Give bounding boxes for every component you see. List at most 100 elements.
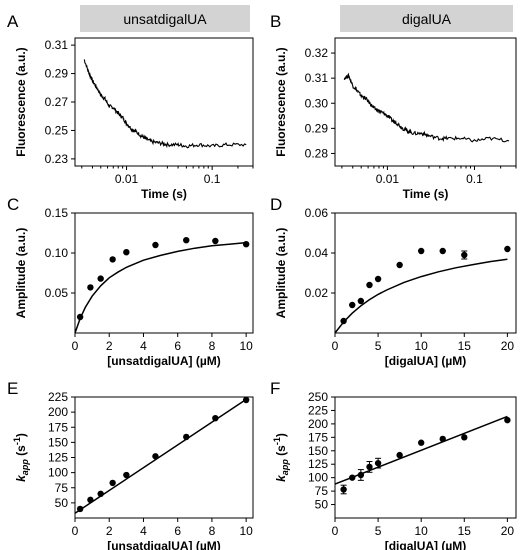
- data-point: [109, 256, 116, 263]
- data-point: [340, 317, 347, 325]
- x-axis-label: [digalUA] (µM): [385, 354, 467, 368]
- x-axis-label: Time (s): [141, 187, 187, 201]
- x-tick-label: 0: [332, 524, 339, 538]
- data-point: [183, 433, 190, 441]
- data-point: [109, 479, 116, 487]
- data-point: [242, 241, 250, 248]
- fit-curve: [334, 415, 508, 485]
- y-tick-label: 0.28: [305, 146, 329, 160]
- panel-label-d: D: [270, 195, 282, 214]
- y-tick-label: 0.04: [305, 246, 329, 260]
- plot-frame: [334, 37, 517, 167]
- y-tick-label: 100: [308, 471, 328, 485]
- strip-title: unsatdigalUA: [123, 11, 207, 27]
- strip-header-b: [340, 5, 513, 32]
- panel-label-b: B: [270, 12, 281, 31]
- panel-label-c: C: [7, 195, 19, 214]
- y-tick-label: 250: [308, 390, 328, 404]
- y-tick-label: 175: [308, 430, 328, 444]
- y-axis-label: Fluorescence (a.u.): [14, 47, 28, 156]
- y-tick-label: 0.15: [45, 206, 69, 220]
- plot-frame: [74, 396, 254, 519]
- x-tick-label: 5: [375, 339, 382, 353]
- y-tick-label: 150: [308, 444, 328, 458]
- strip-title: digalUA: [402, 11, 452, 27]
- y-axis-label: kapp (s-1): [272, 433, 290, 482]
- data-point: [212, 414, 219, 422]
- x-tick-label: 20: [501, 524, 515, 538]
- x-axis-label: [unsatdigalUA] (µM): [107, 354, 221, 368]
- panel-label-a: A: [7, 12, 19, 31]
- y-axis-label-k: k: [14, 474, 28, 482]
- y-tick-label: 50: [315, 498, 329, 512]
- x-tick-label: 0.1: [466, 172, 483, 186]
- y-tick-label: 125: [48, 451, 68, 465]
- x-tick-label: 15: [458, 339, 472, 353]
- x-tick-label: 8: [209, 524, 216, 538]
- data-point: [396, 261, 403, 269]
- y-tick-label: 125: [308, 457, 328, 471]
- y-axis-label-sup: -1: [12, 437, 22, 445]
- data-point: [152, 453, 159, 460]
- plot-frame: [334, 212, 517, 334]
- y-tick-label: 75: [55, 481, 69, 495]
- data-point: [417, 439, 425, 446]
- y-tick-label: 0.10: [45, 246, 69, 260]
- data-point: [152, 241, 159, 249]
- x-tick-label: 0.1: [204, 172, 221, 186]
- y-axis-label-sub: app: [20, 459, 30, 476]
- y-axis-label-close: ): [274, 433, 288, 437]
- data-point: [461, 434, 468, 441]
- y-tick-label: 100: [48, 466, 68, 480]
- data-point: [374, 459, 382, 467]
- data-point: [123, 249, 130, 256]
- x-tick-label: 0.01: [376, 172, 400, 186]
- x-tick-label: 8: [209, 339, 216, 353]
- y-tick-label: 0.05: [45, 286, 69, 300]
- data-point: [76, 505, 84, 513]
- y-tick-label: 0.27: [45, 95, 69, 109]
- y-tick-label: 50: [55, 496, 69, 510]
- strip-header-a: [80, 5, 250, 32]
- panel-label-e: E: [7, 379, 18, 398]
- x-axis-label: Time (s): [403, 187, 449, 201]
- y-axis-label-sup: -1: [272, 437, 282, 445]
- y-axis-label-k: k: [274, 474, 288, 482]
- data-point: [349, 474, 356, 481]
- fit-curve: [334, 258, 508, 334]
- y-axis-label: kapp (s-1): [12, 433, 30, 482]
- x-tick-label: 0: [72, 524, 79, 538]
- data-point: [212, 237, 219, 245]
- data-point: [183, 237, 190, 244]
- y-axis-label: Amplitude (a.u.): [14, 228, 28, 319]
- plot-frame: [74, 212, 254, 334]
- y-axis-label-sub: app: [280, 459, 290, 476]
- data-point: [357, 297, 365, 305]
- y-tick-label: 0.31: [305, 71, 329, 85]
- y-tick-label: 0.30: [305, 96, 329, 110]
- data-point: [439, 247, 446, 255]
- x-tick-label: 0: [72, 339, 79, 353]
- x-tick-label: 4: [140, 339, 147, 353]
- y-tick-label: 200: [308, 417, 328, 431]
- x-axis-label: [digalUA] (µM): [385, 539, 467, 550]
- x-tick-label: 5: [375, 524, 382, 538]
- y-tick-label: 0.06: [305, 206, 329, 220]
- data-point: [97, 490, 104, 497]
- y-axis-label-unit: (s: [274, 445, 288, 459]
- data-point: [349, 301, 356, 309]
- data-point: [357, 471, 365, 479]
- x-tick-label: 2: [106, 524, 113, 538]
- data-point: [396, 451, 403, 459]
- y-tick-label: 0.31: [45, 38, 69, 52]
- x-tick-label: 10: [239, 524, 253, 538]
- x-axis-label: [unsatdigalUA] (µM): [107, 539, 221, 550]
- data-point: [340, 486, 347, 493]
- y-tick-label: 0.32: [305, 46, 329, 60]
- x-tick-label: 20: [501, 339, 515, 353]
- y-tick-label: 0.23: [45, 152, 69, 166]
- x-tick-label: 0: [332, 339, 339, 353]
- y-axis-label: Amplitude (a.u.): [274, 228, 288, 319]
- x-tick-label: 4: [140, 524, 147, 538]
